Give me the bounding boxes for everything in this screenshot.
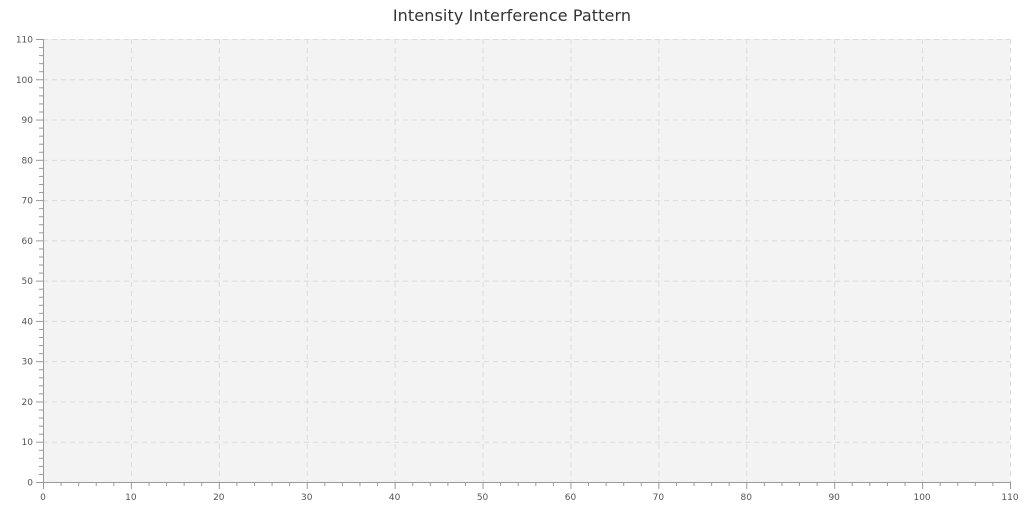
x-tick-label: 90 bbox=[828, 493, 840, 503]
x-tick-label: 20 bbox=[213, 493, 225, 503]
y-tick-label: 20 bbox=[22, 398, 34, 408]
plot-area bbox=[43, 39, 1010, 482]
axes: 0 10 20 30 40 50 60 70 80 90 100 110 0 10 20 30 40 50 60 70… bbox=[16, 36, 1019, 504]
y-tick-label: 70 bbox=[22, 197, 34, 207]
x-tick-label: 50 bbox=[477, 493, 489, 503]
y-tick-label: 50 bbox=[22, 277, 34, 287]
x-tick-label: 60 bbox=[565, 493, 577, 503]
x-tick-label: 100 bbox=[913, 493, 930, 503]
x-tick-label: 70 bbox=[653, 493, 665, 503]
y-tick-label: 110 bbox=[16, 36, 33, 46]
chart-title: Intensity Interference Pattern bbox=[392, 6, 632, 25]
grid-lines bbox=[43, 39, 1011, 482]
y-tick-label: 30 bbox=[22, 358, 34, 368]
y-tick-label: 80 bbox=[22, 156, 34, 166]
y-tick-label: 90 bbox=[22, 116, 34, 126]
x-tick-label: 80 bbox=[741, 493, 753, 503]
y-tick-label: 40 bbox=[22, 317, 34, 327]
x-tick-label: 110 bbox=[1001, 493, 1018, 503]
y-tick-label: 60 bbox=[22, 237, 34, 247]
y-tick-label: 100 bbox=[16, 76, 33, 86]
x-tick-label: 10 bbox=[125, 493, 137, 503]
x-tick-label: 30 bbox=[301, 493, 313, 503]
y-tick-label: 10 bbox=[22, 438, 34, 448]
x-tick-label: 0 bbox=[40, 493, 46, 503]
x-tick-label: 40 bbox=[389, 493, 401, 503]
y-tick-label: 0 bbox=[27, 479, 33, 489]
